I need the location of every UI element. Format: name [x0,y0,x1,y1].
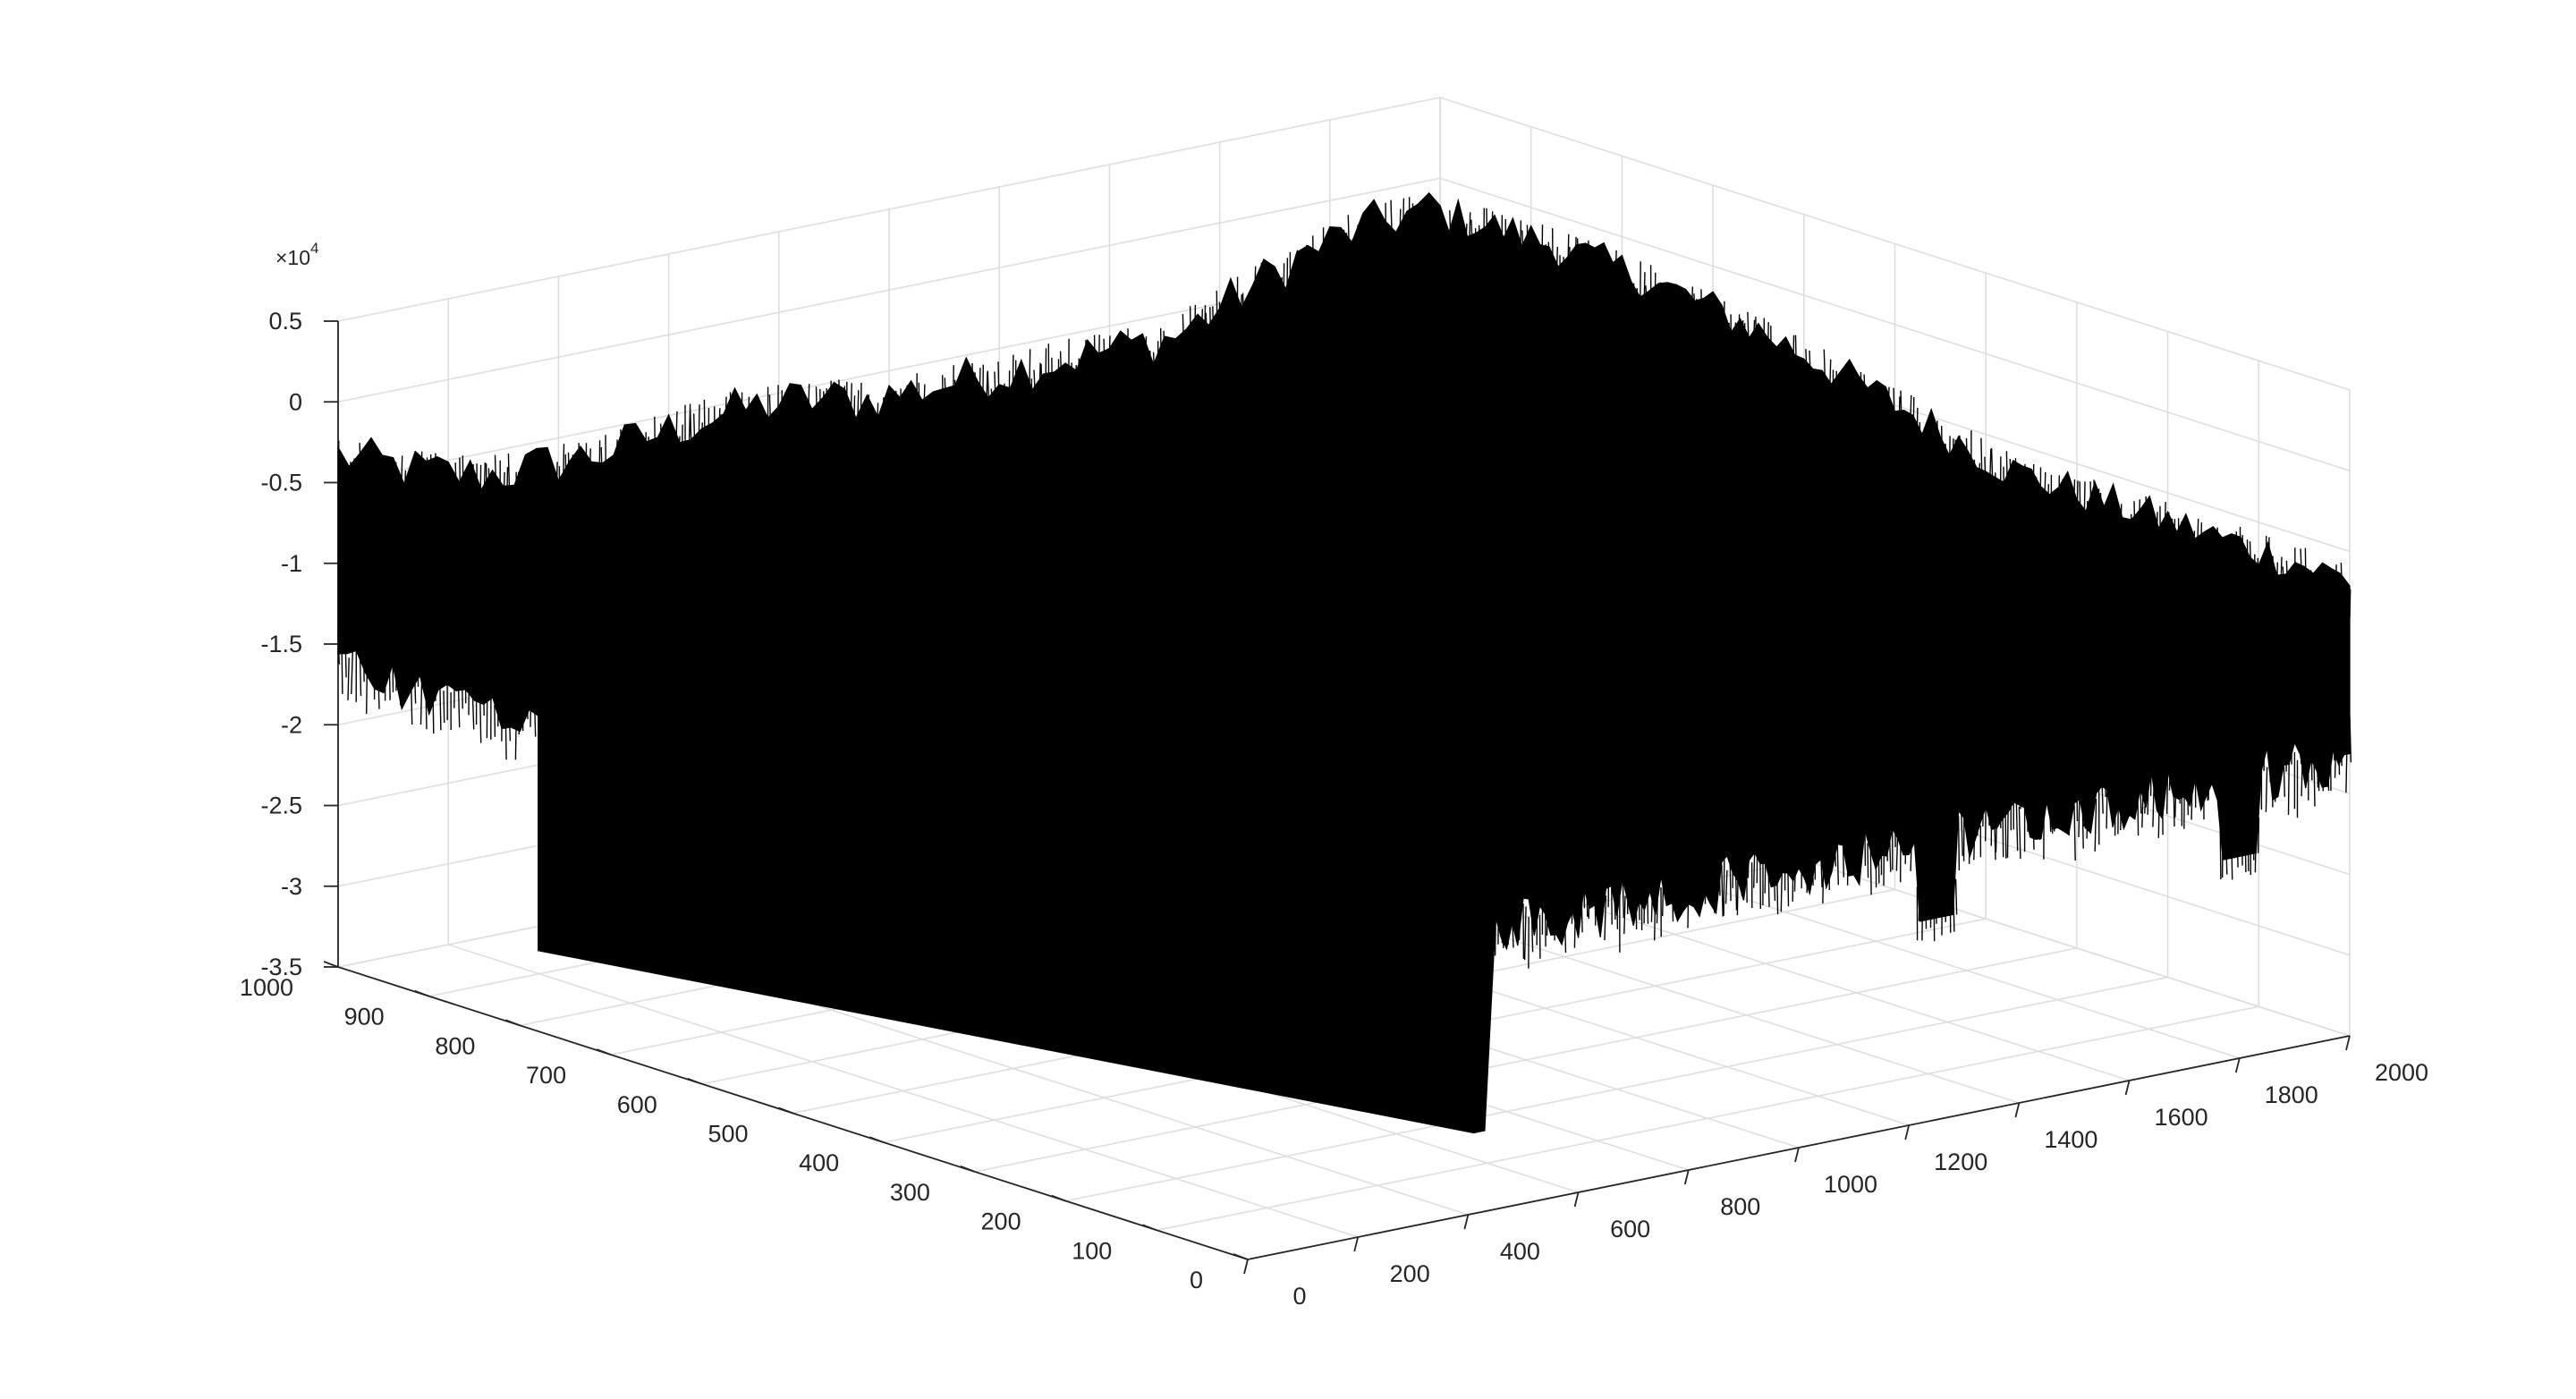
x-tick-mark [1794,1147,1800,1163]
grid-line-z-sidewall [1439,97,2351,391]
grid-line-z-backwall [337,177,1441,403]
z-tick-label: 0 [289,388,302,415]
y-tick-mark [1233,1253,1249,1260]
x-tick-label: 600 [1610,1216,1650,1242]
x-tick-mark [2345,1035,2351,1051]
z-tick-label: -0.5 [260,470,302,496]
x-tick-label: 1200 [1934,1149,1987,1175]
tick-labels: 0200400600800100012001400160018002000010… [240,308,2428,1310]
x-tick-label: 0 [1292,1283,1306,1310]
x-tick-label: 1600 [2155,1104,2208,1131]
x-tick-label: 1800 [2265,1081,2318,1108]
x-tick-mark [2234,1057,2241,1073]
surface-plot [337,191,2352,1134]
z-tick-label: -3.5 [260,954,302,980]
x-tick-mark [1904,1124,1911,1140]
z-axis-exponent-label: ×104 [275,240,318,269]
y-tick-label: 700 [526,1062,566,1089]
y-tick-mark [778,1106,793,1115]
x-tick-mark [1683,1169,1690,1185]
x-tick-mark [1463,1214,1470,1230]
z-tick-label: -1.5 [260,631,302,657]
grid-line-y-floor [974,947,2078,1173]
x-tick-mark [1243,1259,1249,1275]
y-tick-mark [505,1019,521,1027]
z-tick-label: -2.5 [260,793,302,819]
z-tick-label: -3 [281,873,302,900]
z-tick-label: 0.5 [268,308,302,335]
x-tick-label: 2000 [2375,1059,2428,1086]
y-tick-label: 0 [1190,1267,1203,1293]
x-tick-mark [1573,1191,1580,1208]
y-tick-label: 800 [435,1032,475,1059]
y-tick-mark [1141,1224,1157,1232]
y-tick-mark [414,989,430,997]
y-tick-label: 900 [344,1004,385,1030]
y-tick-label: 500 [708,1121,748,1148]
y-tick-label: 600 [617,1091,657,1118]
grid-line-z-sidewall [1439,177,2351,472]
x-tick-mark [1353,1236,1360,1252]
x-tick-label: 1000 [1824,1171,1877,1198]
y-tick-mark [960,1166,976,1173]
y-tick-mark [1051,1194,1066,1202]
z-exponent-base: ×10 [275,246,310,269]
y-tick-label: 400 [799,1149,839,1176]
x-tick-mark [2124,1080,2131,1096]
x-tick-mark [2014,1102,2021,1118]
y-tick-label: 100 [1072,1237,1112,1264]
surface-noise-spikes [337,197,2352,969]
y-tick-mark [323,961,339,968]
x-tick-label: 800 [1720,1193,1760,1220]
z-tick-label: -1 [281,550,302,577]
y-tick-mark [869,1136,885,1144]
grid-line-y-floor [1065,976,2168,1202]
grid-line-y-floor [1157,1005,2259,1232]
axes [323,320,2351,1275]
y-tick-label: 300 [890,1179,930,1206]
z-exponent-power: 4 [310,240,318,257]
x-tick-label: 1400 [2044,1126,2097,1153]
y-tick-label: 1000 [240,974,293,1001]
grid-line-z-backwall [337,97,1441,322]
y-tick-label: 200 [981,1208,1021,1235]
y-tick-mark [596,1048,612,1056]
z-tick-label: -2 [281,711,302,738]
y-tick-mark [687,1077,703,1085]
x-tick-label: 200 [1390,1260,1430,1287]
x-tick-label: 400 [1500,1238,1540,1265]
